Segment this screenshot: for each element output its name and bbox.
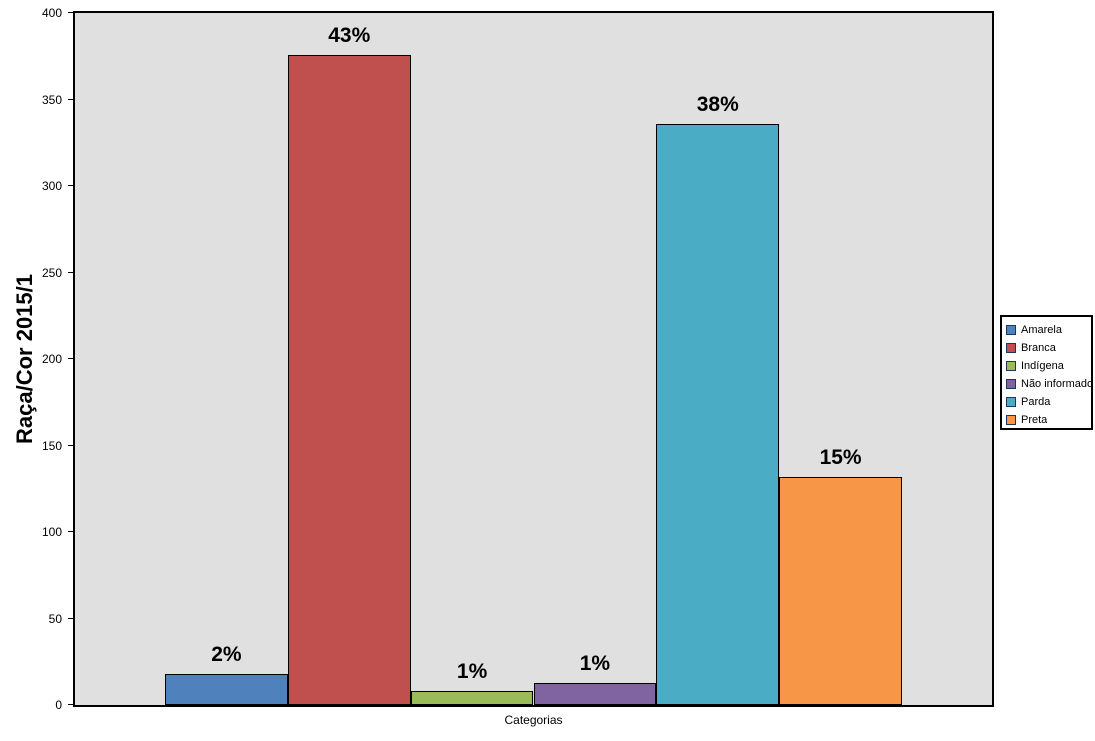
y-tick-label: 350 bbox=[41, 92, 62, 107]
data-label-parda: 38% bbox=[696, 92, 739, 116]
legend-item-branca: Branca bbox=[1006, 339, 1090, 357]
y-tick-label: 50 bbox=[48, 611, 62, 626]
legend-item-indígena: Indígena bbox=[1006, 357, 1090, 375]
x-axis-title: Categorias bbox=[504, 713, 563, 727]
y-tick-mark bbox=[68, 12, 73, 13]
legend-color-swatch-icon bbox=[1006, 343, 1016, 353]
y-tick-mark bbox=[68, 444, 73, 446]
y-tick-mark bbox=[68, 185, 73, 186]
legend-color-swatch-icon bbox=[1006, 325, 1016, 335]
data-label-branca: 43% bbox=[328, 23, 371, 47]
bar-parda bbox=[656, 123, 780, 705]
legend-color-swatch-icon bbox=[1006, 361, 1016, 371]
data-label-indígena: 1% bbox=[456, 660, 488, 684]
y-tick-label: 150 bbox=[41, 438, 62, 453]
y-tick-label: 0 bbox=[55, 698, 62, 712]
y-tick-mark bbox=[68, 271, 73, 273]
data-label-amarela: 2% bbox=[211, 642, 242, 666]
bar-indígena bbox=[410, 691, 534, 705]
y-tick-label: 100 bbox=[41, 525, 62, 539]
y-tick-label: 400 bbox=[41, 6, 62, 20]
y-tick-label: 300 bbox=[41, 179, 62, 193]
data-label-preta: 15% bbox=[819, 445, 862, 469]
legend-item-label: Parda bbox=[1021, 396, 1051, 408]
legend-item-label: Amarela bbox=[1021, 324, 1062, 336]
y-tick-mark bbox=[68, 617, 73, 619]
bar-amarela bbox=[165, 673, 288, 705]
legend-item-label: Branca bbox=[1021, 342, 1056, 354]
plot-area: 2% 43% 1% 1% 38% 15% bbox=[73, 11, 994, 707]
legend-item-preta: Preta bbox=[1006, 411, 1090, 429]
legend-item-label: Indígena bbox=[1021, 360, 1064, 372]
y-tick-mark bbox=[68, 531, 73, 532]
bar-não-informado bbox=[533, 682, 657, 705]
legend-item-parda: Parda bbox=[1006, 393, 1090, 411]
legend-item-amarela: Amarela bbox=[1006, 321, 1090, 339]
y-tick-label: 250 bbox=[41, 265, 62, 280]
y-tick-mark bbox=[68, 358, 73, 359]
legend-color-swatch-icon bbox=[1006, 397, 1016, 407]
legend-color-swatch-icon bbox=[1006, 379, 1016, 389]
bar-preta bbox=[779, 476, 902, 705]
y-tick-mark bbox=[68, 704, 73, 705]
legend-color-swatch-icon bbox=[1006, 415, 1016, 425]
legend-item-não-informado: Não informado bbox=[1006, 375, 1094, 393]
legend-item-label: Não informado bbox=[1021, 378, 1094, 390]
data-label-não-informado: 1% bbox=[579, 651, 611, 675]
y-tick-label: 200 bbox=[41, 352, 62, 366]
legend: Amarela Branca Indígena Não informado Parda P… bbox=[1000, 315, 1093, 430]
bar-branca bbox=[287, 54, 411, 705]
legend-item-label: Preta bbox=[1021, 414, 1048, 426]
y-tick-mark bbox=[68, 98, 73, 100]
